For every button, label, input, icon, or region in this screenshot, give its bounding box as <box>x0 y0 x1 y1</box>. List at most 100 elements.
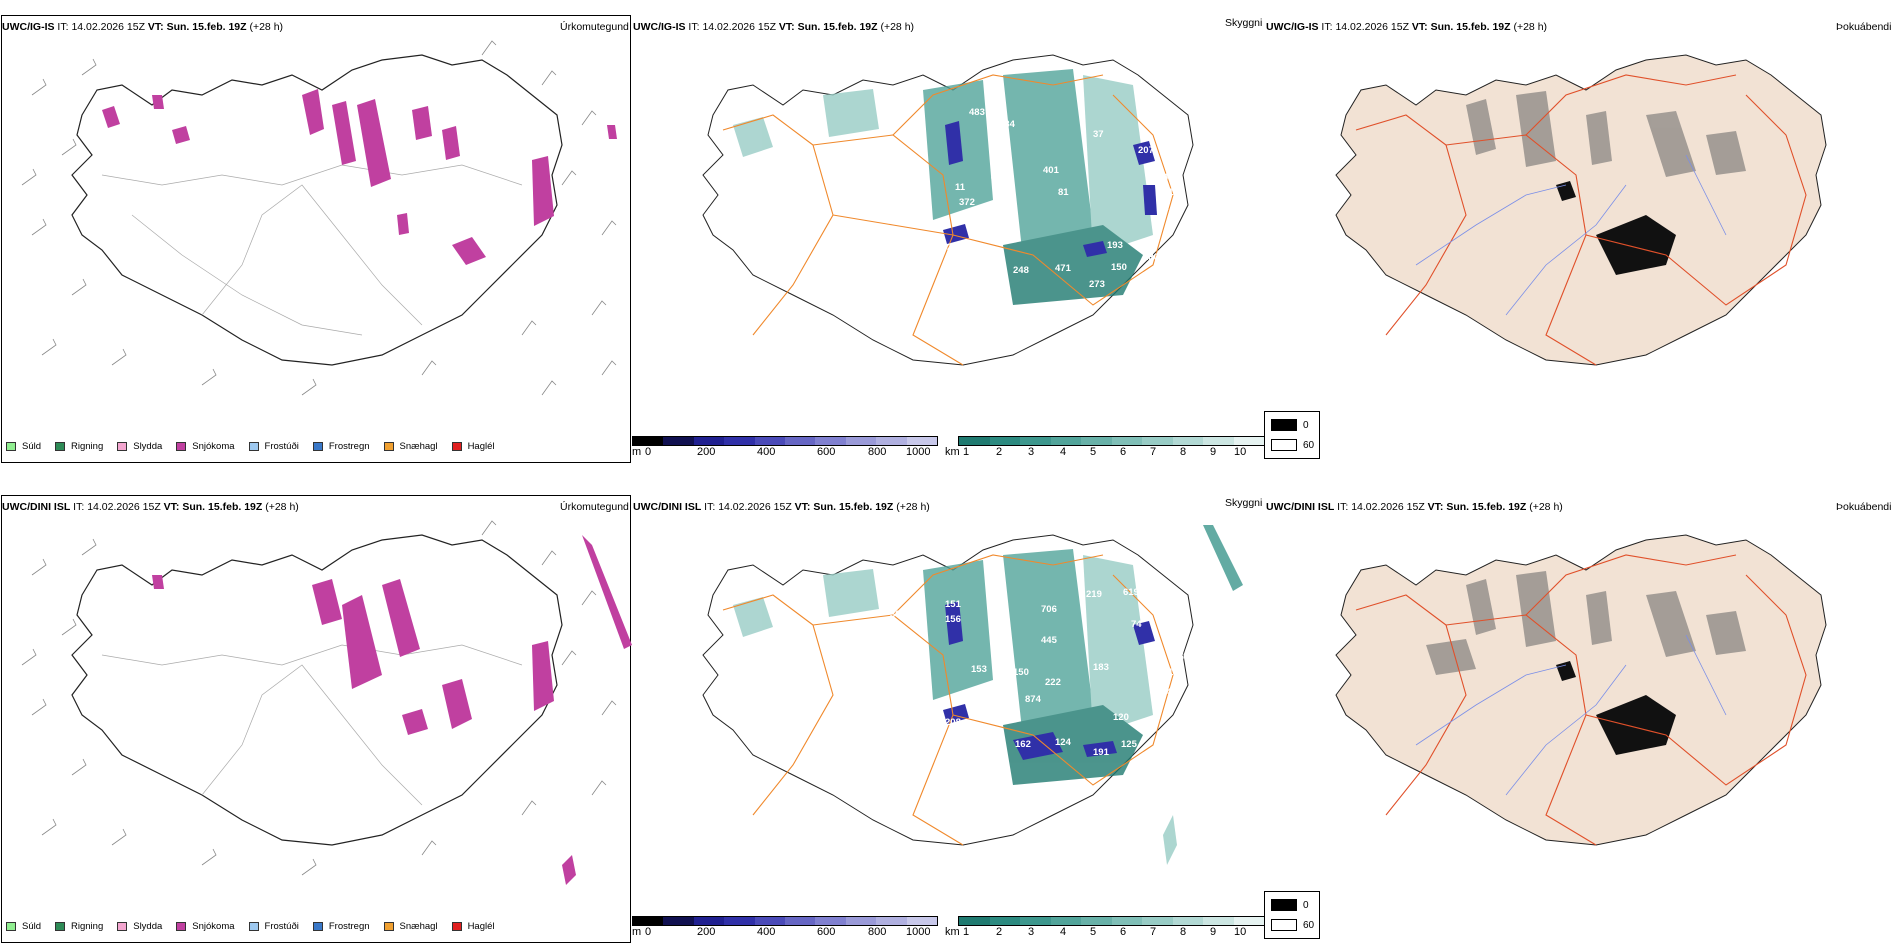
map-header: UWC/DINI ISL IT: 14.02.2026 15Z VT: Sun.… <box>633 501 930 513</box>
cloud-base-label: 423 <box>991 172 1007 183</box>
rivers <box>1415 634 1727 796</box>
cloud-base-label: 180 <box>1143 252 1159 263</box>
legend-swatch <box>451 442 462 451</box>
visibility-map: 300 151 156 706 219 619 228 445 74 153 2… <box>702 525 1243 865</box>
visibility-tick: 6 <box>1120 446 1127 458</box>
legend-swatch <box>312 442 323 451</box>
visibility-colorbar <box>958 436 1265 446</box>
cloud-base-label: 151 <box>945 599 962 610</box>
precip-type-map <box>21 40 617 396</box>
visibility-title: Skyggni <box>1225 497 1263 509</box>
legend-item: Snæhagl <box>383 441 438 452</box>
legend-item: Súld <box>6 441 41 452</box>
fog-map <box>1335 534 1827 846</box>
cloud-base-label: 445 <box>1041 635 1058 646</box>
cloud-base-label: 71 <box>1158 202 1169 213</box>
fog-dark-areas <box>1556 661 1676 755</box>
legend-item: Snjókoma <box>176 441 235 452</box>
legend-item: Frostúði <box>248 441 299 452</box>
cloud-base-labels: 300 151 156 706 219 619 228 445 74 153 2… <box>890 587 1185 758</box>
visibility-shading <box>733 69 1153 305</box>
cloud-base-label: 401 <box>1043 165 1060 176</box>
fog-label: 60 <box>1303 440 1315 451</box>
visibility-tick: 10 <box>1234 446 1247 458</box>
cloud-base-colorbar <box>632 916 938 926</box>
visibility-tick: 9 <box>1210 446 1217 458</box>
cloud-base-label: 222 <box>1045 677 1061 688</box>
row-bottom: UWC/DINI ISL IT: 14.02.2026 15Z VT: Sun.… <box>0 480 1900 950</box>
cloud-base-label: 372 <box>959 197 975 208</box>
precip-legend: Súld Rigning Slydda Snjókoma Frostúði Fr… <box>6 441 509 452</box>
precip-type-title: Úrkomutegund <box>560 501 629 513</box>
visibility-tick: 3 <box>1028 446 1035 458</box>
cloud-base-label: 228 <box>991 637 1007 648</box>
cloud-base-label: 187 <box>1168 667 1184 678</box>
it-label: IT: <box>57 21 69 33</box>
iceland-outline <box>1335 54 1827 366</box>
precip-type-map-frame <box>1 15 631 463</box>
legend-swatch <box>117 442 128 451</box>
iceland-outline <box>1335 534 1827 846</box>
legend-item: Haglél <box>451 441 495 452</box>
cloud-base-label: 248 <box>1013 265 1029 276</box>
cloud-base-labels: 758 483 484 37 423 401 81 207 45 217 71 … <box>729 107 1179 290</box>
cloud-base-label: 84 <box>1161 687 1172 698</box>
cloud-base-label: 11 <box>955 182 966 193</box>
visibility-tick: 8 <box>1180 446 1187 458</box>
cloud-base-patches <box>943 121 1157 257</box>
cloud-base-label: 165 <box>1168 652 1185 663</box>
cloud-base-label: 150 <box>1111 262 1127 273</box>
cloud-base-label: 162 <box>1015 739 1031 750</box>
fog-map <box>1335 54 1827 366</box>
cloud-base-label: 183 <box>1093 662 1109 673</box>
cloud-base-colorbar <box>632 436 938 446</box>
roads-red <box>1355 554 1807 846</box>
legend-swatch <box>248 442 259 451</box>
map-header: UWC/IG-IS IT: 14.02.2026 15Z VT: Sun. 15… <box>1266 21 1548 33</box>
cloud-base-label: 619 <box>1123 587 1139 598</box>
visibility-shading <box>733 525 1243 865</box>
roads <box>101 164 523 336</box>
legend-swatch <box>6 442 16 451</box>
visibility-tick: 1 <box>963 446 970 458</box>
roads-orange <box>722 554 1174 846</box>
precip-type-map <box>21 520 632 885</box>
cloud-base-patches <box>943 601 1155 760</box>
legend-swatch <box>383 442 394 451</box>
cloud-base-tick: 1000 <box>906 446 931 458</box>
map-header: UWC/IG-IS IT: 14.02.2026 15Z VT: Sun. 15… <box>2 21 283 33</box>
cloud-base-label: 120 <box>1113 712 1129 723</box>
lead-time: (+28 h) <box>249 21 284 33</box>
fog-title: Þokuábendi <box>1836 21 1892 33</box>
cloud-base-label: 300 <box>890 609 906 620</box>
snow-areas <box>102 89 617 265</box>
roads-red <box>1355 74 1807 366</box>
cloud-base-label: 150 <box>1013 667 1029 678</box>
map-header: UWC/DINI ISL IT: 14.02.2026 15Z VT: Sun.… <box>2 501 299 513</box>
cloud-base-tick: 400 <box>757 446 776 458</box>
fog-label: 0 <box>1303 420 1309 431</box>
cloud-base-label: 484 <box>999 119 1016 130</box>
fog-swatch-black <box>1271 419 1297 431</box>
legend-swatch <box>176 442 187 451</box>
precip-legend: Súld Rigning Slydda Snjókoma Frostúði Fr… <box>6 921 509 932</box>
cloud-base-label: 37 <box>1093 129 1104 140</box>
vt-label: VT: <box>147 21 164 33</box>
cloud-base-label: 483 <box>969 107 985 118</box>
cloud-base-label: 208 <box>945 717 961 728</box>
fog-gray-areas <box>1466 91 1746 177</box>
cloud-base-label: 706 <box>1041 604 1057 615</box>
snow-areas <box>152 535 632 885</box>
cloud-base-label: 156 <box>945 614 961 625</box>
cloud-base-label: 153 <box>971 664 987 675</box>
legend-item: Rigning <box>55 441 103 452</box>
it-value: 14.02.2026 15Z <box>71 21 145 33</box>
map-header: UWC/IG-IS IT: 14.02.2026 15Z VT: Sun. 15… <box>633 21 915 33</box>
cloud-base-tick: 200 <box>697 446 716 458</box>
legend-item: Frostregn <box>312 441 370 452</box>
fog-legend: 0 60 <box>1264 411 1320 459</box>
visibility-map: 758 483 484 37 423 401 81 207 45 217 71 … <box>702 54 1194 366</box>
cloud-base-label: 191 <box>1093 747 1110 758</box>
fog-gray-areas <box>1426 571 1746 675</box>
model-name: UWC/IG-IS <box>2 21 55 33</box>
